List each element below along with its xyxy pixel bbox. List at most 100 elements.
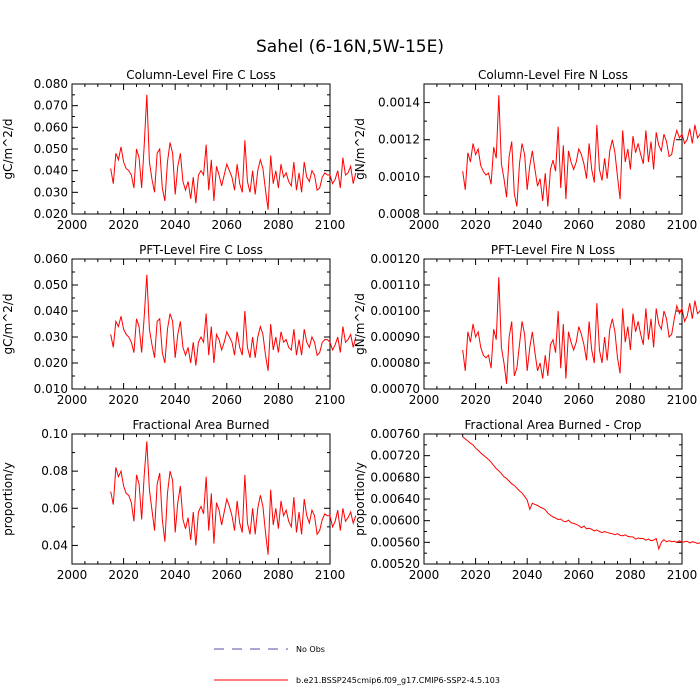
- x-tick-label: 2060: [212, 218, 243, 232]
- y-tick-label: 0.0008: [378, 207, 420, 221]
- y-tick-label: 0.010: [34, 382, 68, 396]
- x-tick-label: 2080: [263, 568, 294, 582]
- y-tick-label: 0.060: [34, 252, 68, 266]
- x-tick-label: 2080: [263, 218, 294, 232]
- plot-frame: [71, 258, 331, 390]
- x-tick-label: 2080: [615, 218, 646, 232]
- x-tick-label: 2040: [160, 568, 191, 582]
- y-tick-label: 0.020: [34, 356, 68, 370]
- x-tick-label: 2040: [512, 393, 543, 407]
- series-line: [110, 94, 357, 210]
- panel-title: Column-Level Fire C Loss: [126, 68, 276, 82]
- y-tick-label: 0.06: [41, 501, 68, 515]
- y-tick-label: 0.030: [34, 185, 68, 199]
- x-tick-label: 2100: [315, 568, 346, 582]
- panel-title: Fractional Area Burned - Crop: [465, 418, 642, 432]
- plot-frame: [71, 83, 331, 215]
- x-tick-label: 2060: [564, 218, 595, 232]
- x-tick-label: 2100: [315, 393, 346, 407]
- y-tick-label: 0.00720: [370, 449, 420, 463]
- plot-frame: [71, 433, 331, 565]
- x-tick-label: 2040: [160, 218, 191, 232]
- legend: No Obs b.e21.BSSP245cmip6.f09_g17.CMIP6-…: [214, 645, 500, 685]
- panel-2: Column-Level Fire N Loss gN/m^2/d 2000 2020…: [353, 68, 700, 232]
- x-tick-label: 2020: [108, 393, 139, 407]
- series-line: [462, 95, 700, 207]
- y-tick-label: 0.00110: [370, 278, 420, 292]
- chart-panels: Column-Level Fire C Loss gC/m^2/d 2000 2020…: [1, 68, 700, 582]
- y-tick-label: 0.10: [41, 427, 68, 441]
- x-tick-label: 2100: [667, 393, 698, 407]
- x-tick-label: 2080: [263, 393, 294, 407]
- panel-1: Column-Level Fire C Loss gC/m^2/d 2000 2020…: [1, 68, 357, 232]
- x-tick-label: 2000: [409, 218, 440, 232]
- y-tick-label: 0.00070: [370, 382, 420, 396]
- x-tick-label: 2100: [667, 568, 698, 582]
- x-tick-label: 2080: [615, 568, 646, 582]
- y-tick-label: 0.00520: [370, 557, 420, 571]
- y-tick-label: 0.020: [34, 207, 68, 221]
- y-tick-label: 0.0014: [378, 96, 420, 110]
- x-tick-label: 2020: [108, 568, 139, 582]
- y-axis-label: proportion/y: [353, 462, 367, 536]
- x-tick-label: 2040: [512, 218, 543, 232]
- panel-6: Fractional Area Burned - Crop proportion/…: [353, 418, 700, 582]
- x-tick-label: 2060: [564, 393, 595, 407]
- y-tick-label: 0.060: [34, 120, 68, 134]
- legend-label-no-obs: No Obs: [296, 645, 325, 654]
- y-tick-label: 0.00120: [370, 252, 420, 266]
- panel-title: Fractional Area Burned: [133, 418, 270, 432]
- x-tick-label: 2040: [160, 393, 191, 407]
- plot-frame: [423, 83, 683, 215]
- x-tick-label: 2080: [615, 393, 646, 407]
- y-tick-label: 0.080: [34, 77, 68, 91]
- y-axis-label: gC/m^2/d: [1, 118, 15, 179]
- x-tick-label: 2100: [315, 218, 346, 232]
- y-tick-label: 0.00080: [370, 356, 420, 370]
- series-line: [462, 277, 700, 384]
- y-tick-label: 0.04: [41, 538, 68, 552]
- x-tick-label: 2020: [460, 568, 491, 582]
- figure-title: Sahel (6-16N,5W-15E): [256, 37, 444, 57]
- y-axis-label: gN/m^2/d: [353, 293, 367, 355]
- y-tick-label: 0.00760: [370, 427, 420, 441]
- y-tick-label: 0.00560: [370, 535, 420, 549]
- legend-label-model-run: b.e21.BSSP245cmip6.f09_g17.CMIP6-SSP2-4.…: [296, 676, 500, 685]
- y-tick-label: 0.00680: [370, 470, 420, 484]
- panel-title: PFT-Level Fire C Loss: [139, 243, 263, 257]
- x-tick-label: 2100: [667, 218, 698, 232]
- plot-frame: [423, 433, 683, 565]
- y-axis-label: proportion/y: [1, 462, 15, 536]
- y-tick-label: 0.070: [34, 99, 68, 113]
- y-tick-label: 0.050: [34, 278, 68, 292]
- panel-title: PFT-Level Fire N Loss: [491, 243, 615, 257]
- panel-4: PFT-Level Fire N Loss gN/m^2/d 2000 2020 204…: [353, 243, 700, 407]
- x-tick-label: 2060: [564, 568, 595, 582]
- y-tick-label: 0.00600: [370, 514, 420, 528]
- x-tick-label: 2060: [212, 568, 243, 582]
- plot-frame: [423, 258, 683, 390]
- y-tick-label: 0.030: [34, 330, 68, 344]
- panel-5: Fractional Area Burned proportion/y 2000 20…: [1, 418, 357, 582]
- panel-title: Column-Level Fire N Loss: [478, 68, 628, 82]
- y-tick-label: 0.00090: [370, 330, 420, 344]
- series-line: [110, 441, 357, 555]
- series-line: [462, 436, 700, 551]
- y-tick-label: 0.08: [41, 464, 68, 478]
- x-tick-label: 2020: [460, 393, 491, 407]
- y-tick-label: 0.040: [34, 304, 68, 318]
- y-tick-label: 0.0010: [378, 170, 420, 184]
- x-tick-label: 2000: [409, 393, 440, 407]
- x-tick-label: 2000: [57, 393, 88, 407]
- x-tick-label: 2040: [512, 568, 543, 582]
- x-tick-label: 2020: [108, 218, 139, 232]
- x-tick-label: 2020: [460, 218, 491, 232]
- panel-3: PFT-Level Fire C Loss gC/m^2/d 2000 2020 204…: [1, 243, 357, 407]
- y-axis-label: gC/m^2/d: [1, 293, 15, 354]
- x-tick-label: 2000: [57, 218, 88, 232]
- x-tick-label: 2000: [409, 568, 440, 582]
- y-tick-label: 0.00100: [370, 304, 420, 318]
- x-tick-label: 2060: [212, 393, 243, 407]
- y-axis-label: gN/m^2/d: [353, 118, 367, 180]
